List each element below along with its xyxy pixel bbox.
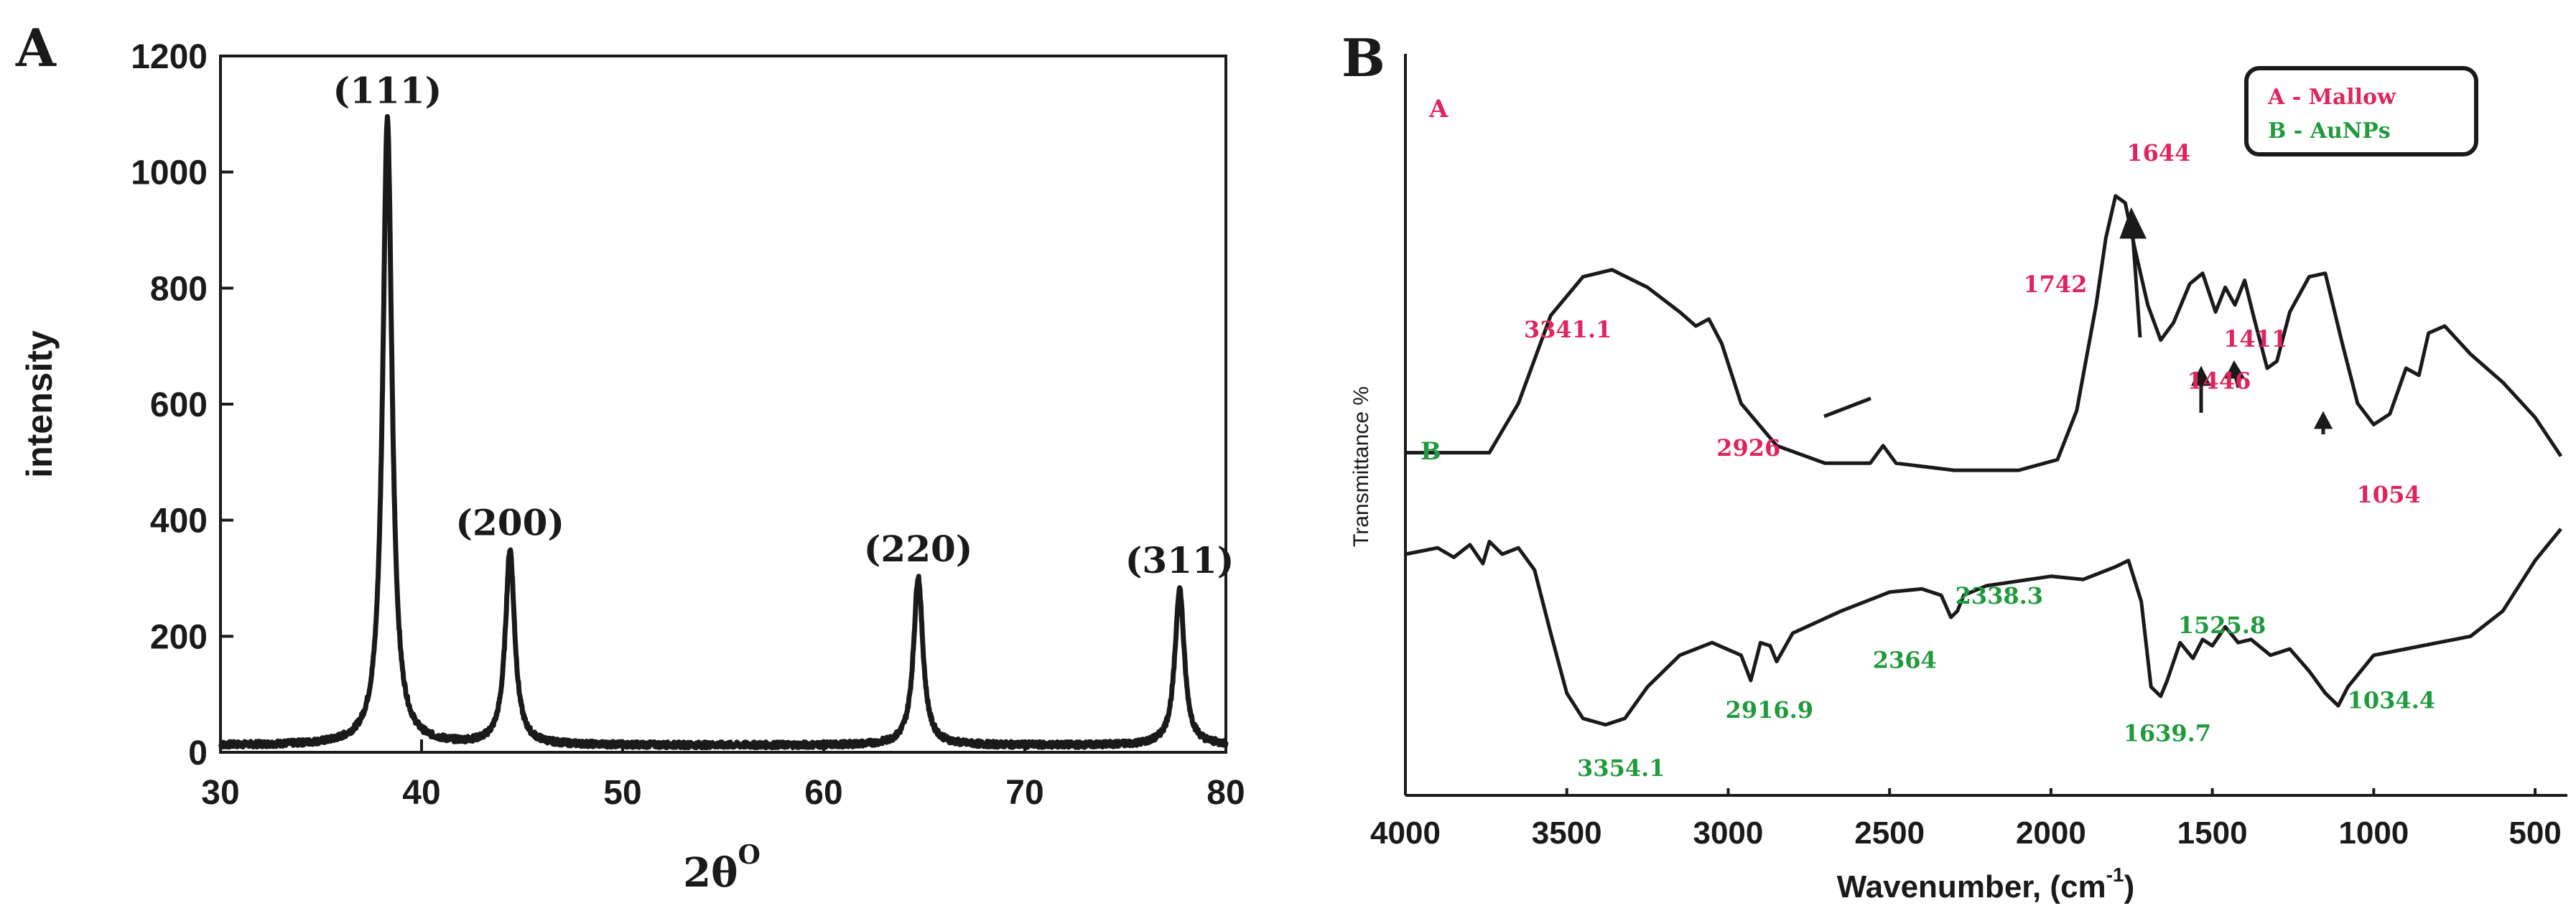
panel-b-x-tick-label: 3000 — [1693, 815, 1763, 851]
panel-b-x-tick-label: 500 — [2508, 815, 2561, 851]
panel-b-series-b-annotation: 2364 — [1873, 647, 1937, 674]
panel-b-x-ticks: 4000 3500 3000 2500 2000 1500 1000 500 — [1370, 788, 2562, 851]
panel-a-peak-label: (200) — [455, 502, 564, 544]
panel-b-legend: A - Mallow B - AuNPs — [2244, 66, 2478, 156]
panel-a-peak-labels: (111) (200) (220) (311) — [333, 69, 1234, 581]
panel-b-series-a-annotation: 1742 — [2023, 271, 2087, 298]
panel-b-series-a-annotation: 3341.1 — [1524, 316, 1612, 343]
panel-a-label: A — [15, 17, 57, 78]
panel-a-x-tick-label: 70 — [1005, 774, 1043, 812]
panel-b-x-tick-label: 1000 — [2338, 815, 2409, 851]
panel-a-series-line — [218, 113, 1229, 751]
panel-b-series-b-annotation: 1034.4 — [2348, 687, 2435, 714]
arrow-1446-head — [2190, 365, 2212, 386]
panel-b-series-b-annotation: 2916.9 — [1726, 696, 1813, 724]
panel-b-series-a-annotation: 2926 — [1716, 434, 1780, 462]
panel-b-series-a-annotation: 1644 — [2126, 139, 2190, 167]
panel-b-x-tick-label: 3500 — [1532, 815, 1602, 851]
panel-a-x-tick-label: 50 — [603, 774, 641, 812]
panel-a-x-tick-label: 80 — [1206, 774, 1245, 812]
panel-b-series-b-line — [1405, 528, 2562, 727]
arrow-3341-shaft — [1823, 396, 1871, 419]
arrow-1644-shaft — [2131, 236, 2142, 338]
panel-a-peak-label: (220) — [864, 528, 973, 570]
panel-b-series-b-annotation: 1639.7 — [2124, 720, 2211, 747]
panel-a-y-tick-label: 600 — [150, 386, 208, 424]
panel-a-y-tick-label: 1000 — [131, 154, 208, 192]
panel-b-ftir-chart: B 4000 3500 3000 2500 2000 1500 1000 500 Transm… — [1342, 27, 2567, 904]
panel-a-x-tick-label: 60 — [804, 774, 842, 812]
panel-b-legend-entry-a: A - Mallow — [2267, 85, 2396, 110]
panel-b-series-b-annotation: 3354.1 — [1577, 754, 1665, 782]
panel-a-x-tick-label: 40 — [402, 774, 440, 812]
panel-a-y-axis-label: intensity — [19, 330, 60, 478]
panel-a-peak-label: (111) — [333, 69, 442, 111]
panel-a-y-ticks: 0 200 400 600 800 1000 1200 — [131, 38, 233, 772]
panel-a-y-tick-label: 200 — [150, 618, 208, 656]
panel-b-series-b-tag: B — [1420, 437, 1441, 466]
arrow-1644-head — [2119, 207, 2147, 239]
panel-b-x-axis-label-main: Wavenumber, (cm — [1837, 869, 2106, 904]
panel-b-legend-entry-b: B - AuNPs — [2268, 118, 2391, 144]
panel-b-x-axis-label-suffix: ) — [2124, 869, 2135, 904]
panel-a-y-tick-label: 800 — [150, 270, 208, 308]
panel-a-peak-label: (311) — [1125, 539, 1234, 581]
panel-b-series-a-tag: A — [1428, 95, 1449, 123]
arrow-1411-head — [2224, 360, 2246, 379]
panel-b-series-b-annotation: 1525.8 — [2178, 612, 2266, 639]
panel-b-series-a-annotation: 1446 — [2187, 368, 2251, 395]
panel-b-annotation-arrows — [1823, 207, 2333, 434]
arrow-1054-head — [2313, 411, 2333, 429]
panel-b-x-tick-label: 1500 — [2177, 815, 2248, 851]
panel-b-series-a-annotation: 1411 — [2223, 325, 2287, 352]
panel-a-x-axis-label: 2θO — [683, 840, 761, 897]
panel-b-x-axis-label: Wavenumber, (cm-1) — [1837, 864, 2135, 904]
panel-a-x-axis-label-sup: O — [738, 840, 760, 870]
panel-a-y-tick-label: 0 — [188, 734, 208, 772]
panel-a-x-tick-label: 30 — [201, 774, 239, 812]
panel-b-series-a-annotation: 1054 — [2357, 481, 2421, 508]
panel-a-xrd-chart: A 0 200 400 600 800 1000 1200 30 40 50 60 70 80 int… — [15, 17, 1245, 897]
panel-b-x-tick-label: 2000 — [2016, 815, 2086, 851]
panel-a-y-tick-label: 400 — [150, 502, 208, 541]
panel-b-series-b-annotation: 2338.3 — [1956, 582, 2043, 609]
panel-b-y-axis-label: Transmittance % — [1349, 386, 1373, 547]
panel-a-x-axis-label-main: 2θ — [683, 849, 738, 897]
panel-b-x-tick-label: 4000 — [1370, 815, 1441, 851]
panel-b-series-a-line — [1405, 194, 2563, 472]
panel-a-y-tick-label: 1200 — [131, 38, 208, 76]
panel-b-x-tick-label: 2500 — [1854, 815, 1925, 851]
panel-a-x-ticks: 30 40 50 60 70 80 — [201, 739, 1245, 812]
panel-b-legend-box — [2244, 66, 2478, 156]
panel-b-peak-annotations: 3341.1 2926 1742 1644 1446 1411 1054 3354.1 2916… — [1524, 139, 2435, 782]
panel-b-x-axis-label-sup: -1 — [2106, 864, 2124, 886]
panel-b-label: B — [1342, 27, 1385, 88]
